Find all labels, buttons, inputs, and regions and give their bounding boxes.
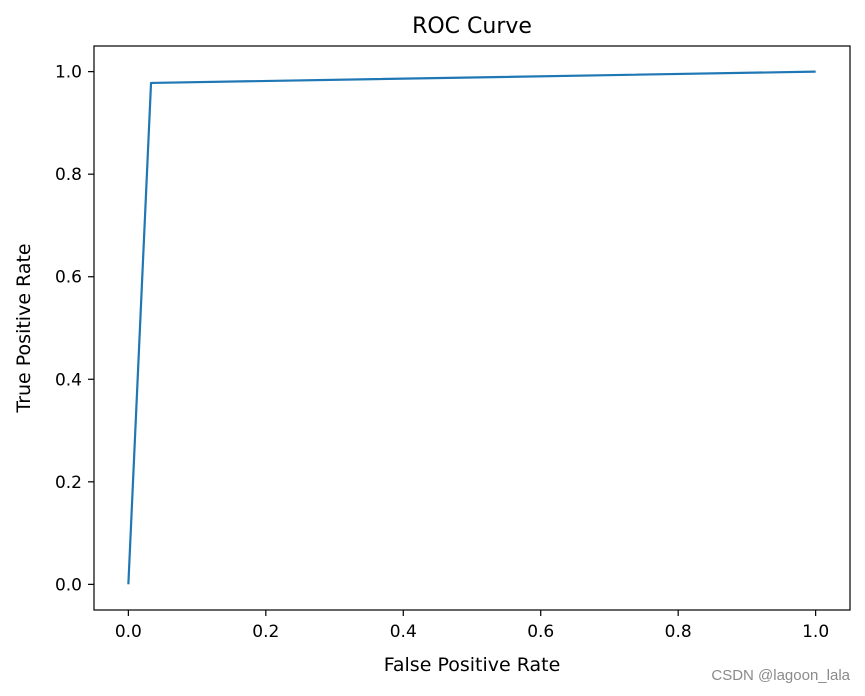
y-axis-ticks: 0.0 0.2 0.4 0.6 0.8 1.0: [55, 63, 94, 595]
watermark-text: CSDN @lagoon_lala: [711, 667, 850, 684]
plot-area: [93, 45, 851, 611]
y-tick-label: 0.4: [55, 370, 82, 390]
x-axis-ticks: 0.0 0.2 0.4 0.6 0.8 1.0: [115, 610, 829, 642]
x-tick-label: 0.0: [115, 622, 142, 642]
roc-curve-line: [127, 70, 816, 585]
y-tick-label: 0.6: [55, 268, 82, 288]
y-tick-label: 0.2: [55, 473, 82, 493]
x-tick-label: 0.8: [665, 622, 692, 642]
y-axis-label: True Positive Rate: [13, 243, 35, 413]
x-tick-label: 0.4: [390, 622, 417, 642]
x-axis-label: False Positive Rate: [384, 654, 561, 676]
x-tick-label: 0.2: [252, 622, 279, 642]
series-layer: [127, 70, 816, 585]
y-tick-label: 0.8: [55, 165, 82, 185]
x-tick-label: 1.0: [802, 622, 829, 642]
chart-title: ROC Curve: [412, 14, 532, 39]
y-tick-label: 1.0: [55, 63, 82, 83]
y-tick-label: 0.0: [55, 575, 82, 595]
x-tick-label: 0.6: [527, 622, 554, 642]
